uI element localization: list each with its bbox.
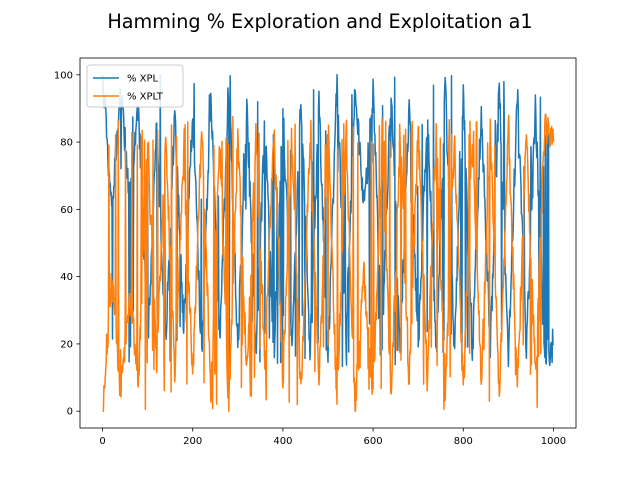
series-layer <box>101 74 555 412</box>
x-tick-label: 200 <box>183 436 202 447</box>
x-tick-label: 400 <box>273 436 292 447</box>
y-tick-label: 40 <box>60 272 73 283</box>
legend: % XPL % XPLT <box>86 64 184 108</box>
y-tick-label: 60 <box>60 205 73 216</box>
axes-frame <box>79 57 577 429</box>
x-axis: 0 200 400 600 800 1000 <box>99 428 566 447</box>
legend-label: % XPLT <box>127 92 164 103</box>
y-tick-label: 100 <box>54 70 73 81</box>
y-tick-label: 20 <box>60 339 73 350</box>
x-tick-label: 800 <box>454 436 473 447</box>
legend-label: % XPL <box>127 74 159 85</box>
x-tick-label: 600 <box>364 436 383 447</box>
series-line-xpl <box>101 74 555 368</box>
x-tick-label: 1000 <box>541 436 566 447</box>
x-tick-label: 0 <box>99 436 105 447</box>
series-line-xplt <box>102 113 555 412</box>
y-tick-label: 0 <box>67 407 73 418</box>
y-tick-label: 80 <box>60 138 73 149</box>
y-axis: 0 20 40 60 80 100 <box>54 70 80 418</box>
chart-title: Hamming % Exploration and Exploitation a… <box>107 10 532 33</box>
